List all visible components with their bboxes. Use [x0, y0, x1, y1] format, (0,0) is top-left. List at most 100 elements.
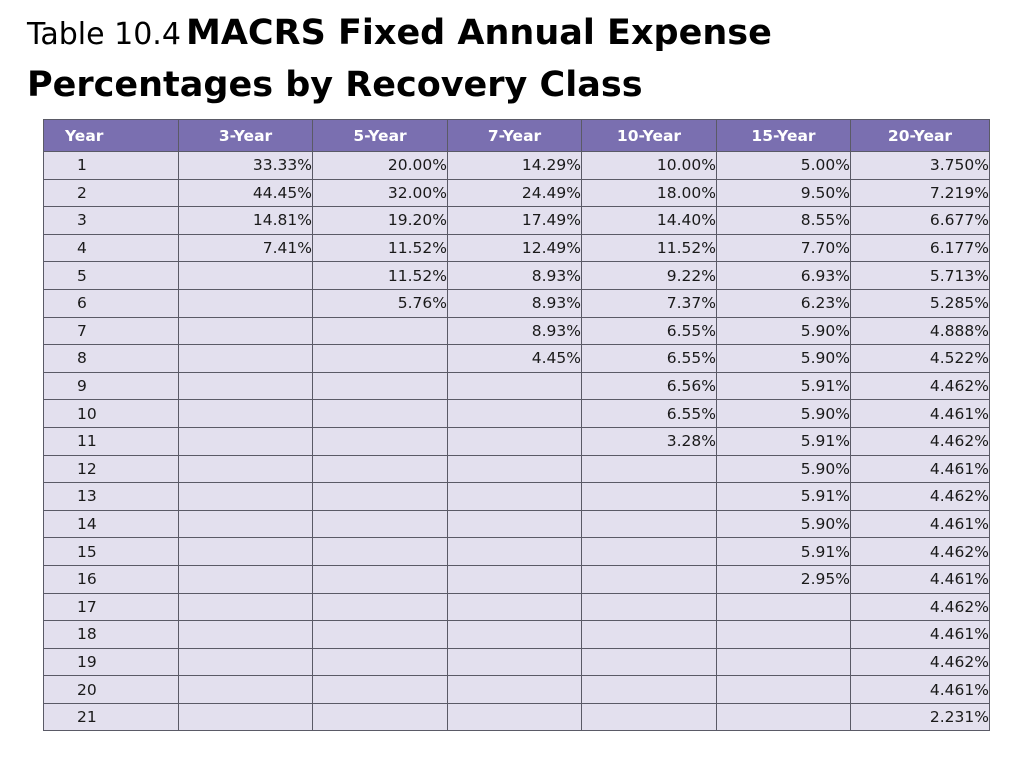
year-cell: 5 — [43, 261, 179, 290]
year-cell: 18 — [43, 620, 179, 649]
percentage-cell — [178, 564, 313, 594]
percentage-cell — [581, 482, 717, 511]
percentage-cell — [447, 647, 582, 677]
percentage-cell — [312, 564, 448, 594]
table-header: Year 3-Year 5-Year 7-Year 10-Year 15-Year 20-Y… — [43, 119, 990, 152]
percentage-cell: 19.20% — [312, 206, 448, 235]
percentage-cell: 4.461% — [850, 399, 990, 428]
percentage-cell — [447, 675, 582, 704]
percentage-cell — [312, 647, 448, 677]
percentage-cell: 24.49% — [447, 178, 582, 208]
percentage-cell: 4.462% — [850, 592, 990, 622]
year-cell: 7 — [43, 316, 179, 346]
percentage-cell: 5.91% — [716, 371, 851, 401]
table-title: MACRS Fixed Annual Expense Percentages b… — [27, 13, 772, 105]
percentage-cell — [312, 509, 448, 539]
percentage-cell: 4.462% — [850, 482, 990, 511]
percentage-cell: 5.90% — [716, 344, 851, 373]
column-header-year: Year — [43, 119, 179, 152]
percentage-cell: 4.461% — [850, 509, 990, 539]
percentage-cell — [312, 399, 448, 428]
percentage-cell — [178, 371, 313, 401]
percentage-cell: 4.461% — [850, 564, 990, 594]
year-cell: 10 — [43, 399, 179, 428]
percentage-cell: 7.37% — [581, 288, 717, 318]
percentage-cell — [581, 454, 717, 484]
percentage-cell: 8.93% — [447, 316, 582, 346]
percentage-cell — [716, 675, 851, 704]
percentage-cell: 14.29% — [447, 151, 582, 180]
year-cell: 19 — [43, 647, 179, 677]
percentage-cell: 5.00% — [716, 151, 851, 180]
percentage-cell: 10.00% — [581, 151, 717, 180]
year-cell: 11 — [43, 426, 179, 456]
table-row: 10 6.55% 5.90% 4.461% — [43, 399, 990, 428]
year-cell: 13 — [43, 482, 179, 511]
year-cell: 15 — [43, 537, 179, 566]
percentage-cell: 7.219% — [850, 178, 990, 208]
percentage-cell — [178, 702, 313, 732]
percentage-cell: 5.90% — [716, 454, 851, 484]
year-cell: 21 — [43, 702, 179, 732]
percentage-cell: 4.462% — [850, 647, 990, 677]
table-row: 16 2.95% 4.461% — [43, 564, 990, 594]
percentage-cell: 6.55% — [581, 399, 717, 428]
percentage-cell: 14.81% — [178, 206, 313, 235]
percentage-cell — [581, 537, 717, 566]
percentage-cell: 4.462% — [850, 537, 990, 566]
percentage-cell: 3.750% — [850, 151, 990, 180]
year-cell: 14 — [43, 509, 179, 539]
percentage-cell: 7.70% — [716, 233, 851, 263]
year-cell: 4 — [43, 233, 179, 263]
percentage-cell: 9.50% — [716, 178, 851, 208]
table-row: 11 3.28% 5.91% 4.462% — [43, 426, 990, 456]
percentage-cell — [581, 675, 717, 704]
percentage-cell: 5.91% — [716, 482, 851, 511]
table-row: 17 4.462% — [43, 592, 990, 622]
percentage-cell: 2.231% — [850, 702, 990, 732]
percentage-cell: 4.45% — [447, 344, 582, 373]
column-header-3-year: 3-Year — [178, 119, 313, 152]
percentage-cell — [178, 509, 313, 539]
table-row: 8 4.45% 6.55% 5.90% 4.522% — [43, 344, 990, 373]
percentage-cell: 4.462% — [850, 426, 990, 456]
percentage-cell — [178, 344, 313, 373]
percentage-cell — [178, 288, 313, 318]
percentage-cell — [312, 592, 448, 622]
percentage-cell — [447, 537, 582, 566]
percentage-cell — [447, 509, 582, 539]
percentage-cell — [312, 371, 448, 401]
percentage-cell — [447, 399, 582, 428]
year-cell: 12 — [43, 454, 179, 484]
percentage-cell: 6.23% — [716, 288, 851, 318]
percentage-cell — [178, 399, 313, 428]
percentage-cell: 7.41% — [178, 233, 313, 263]
year-cell: 6 — [43, 288, 179, 318]
percentage-cell — [581, 647, 717, 677]
percentage-cell — [312, 426, 448, 456]
year-cell: 2 — [43, 178, 179, 208]
percentage-cell: 5.285% — [850, 288, 990, 318]
percentage-cell: 4.461% — [850, 454, 990, 484]
percentage-cell — [178, 537, 313, 566]
percentage-cell: 5.91% — [716, 426, 851, 456]
percentage-cell — [447, 371, 582, 401]
table-row: 2 44.45% 32.00% 24.49% 18.00% 9.50% 7.219% — [43, 178, 990, 208]
percentage-cell: 44.45% — [178, 178, 313, 208]
percentage-cell — [178, 426, 313, 456]
percentage-cell — [581, 620, 717, 649]
percentage-cell: 4.461% — [850, 620, 990, 649]
percentage-cell — [581, 592, 717, 622]
percentage-cell: 6.56% — [581, 371, 717, 401]
percentage-cell: 4.462% — [850, 371, 990, 401]
macrs-table: Year 3-Year 5-Year 7-Year 10-Year 15-Year 20-Y… — [43, 119, 990, 732]
percentage-cell: 6.55% — [581, 316, 717, 346]
percentage-cell: 6.93% — [716, 261, 851, 290]
percentage-cell — [178, 482, 313, 511]
year-cell: 8 — [43, 344, 179, 373]
percentage-cell: 9.22% — [581, 261, 717, 290]
percentage-cell — [178, 316, 313, 346]
percentage-cell: 18.00% — [581, 178, 717, 208]
percentage-cell — [447, 426, 582, 456]
percentage-cell — [178, 454, 313, 484]
